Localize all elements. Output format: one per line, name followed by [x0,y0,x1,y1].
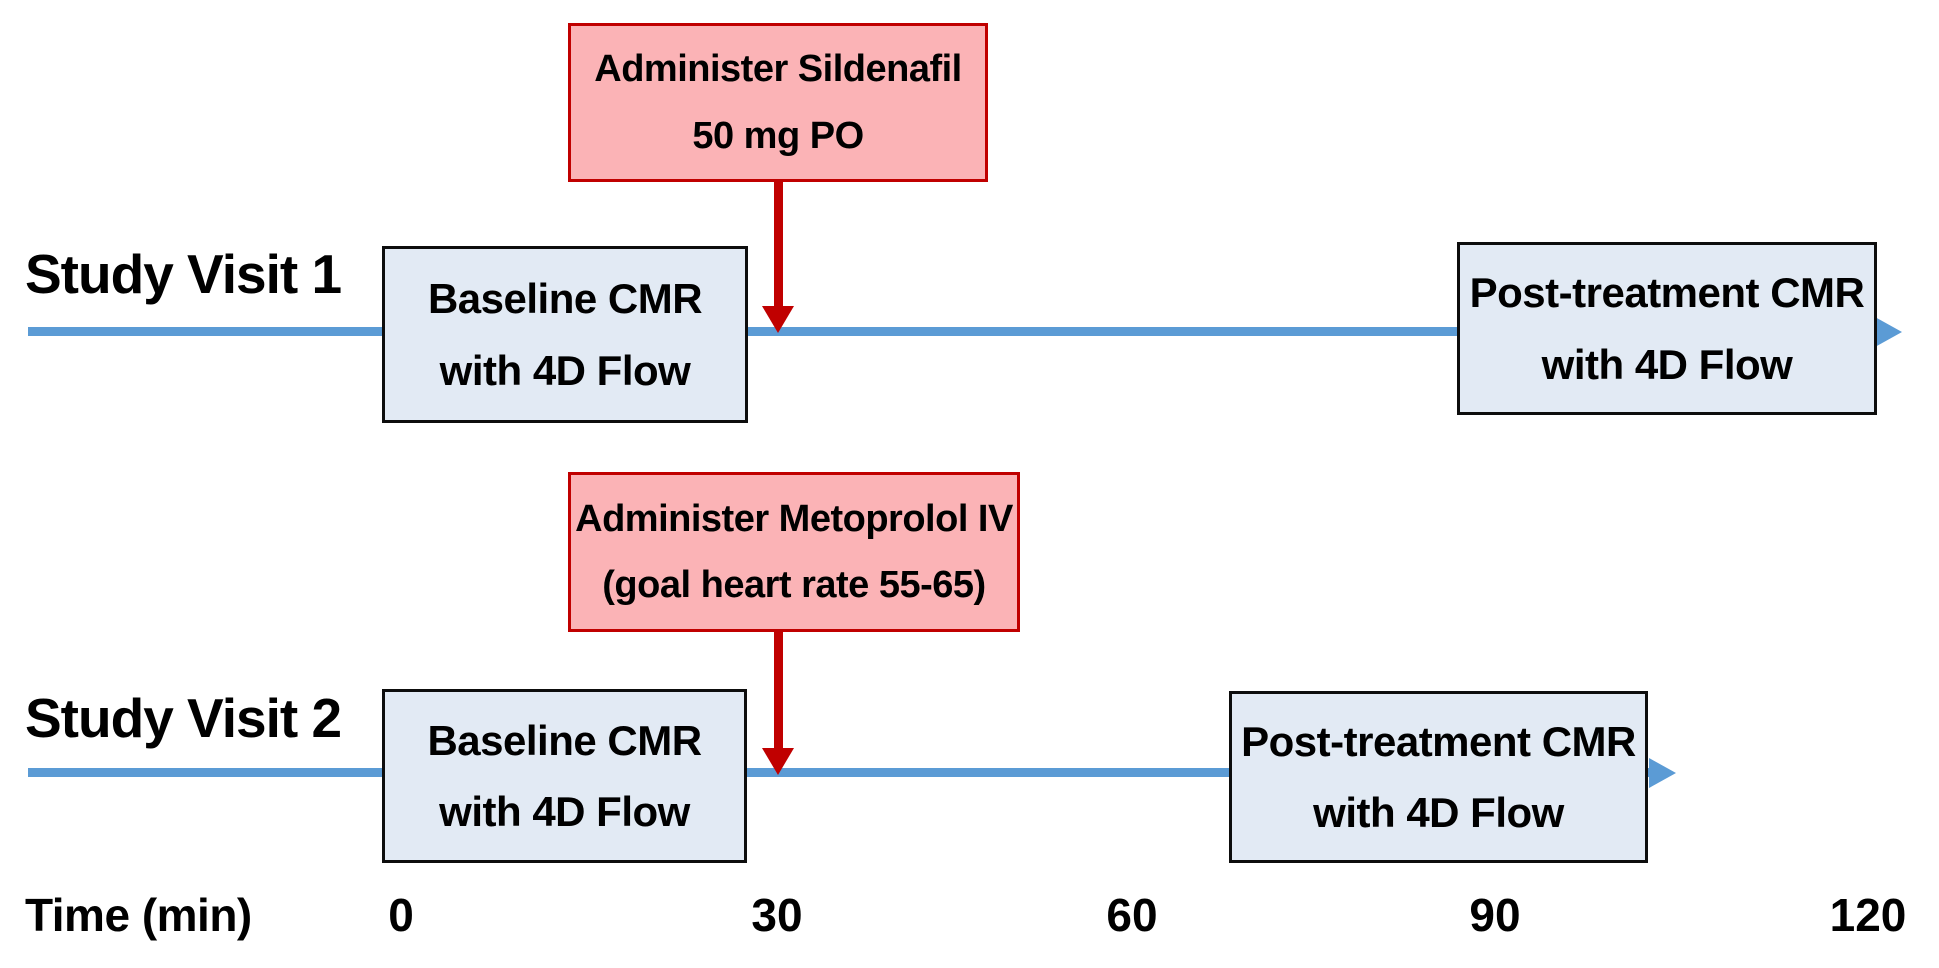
visit2-baseline-line2: with 4D Flow [439,788,690,835]
visit1-intervention-box: Administer Sildenafil 50 mg PO [568,23,988,182]
visit1-post-line1: Post-treatment CMR [1469,269,1865,317]
visit2-intervention-line2: (goal heart rate 55-65) [602,564,986,606]
visit2-down-arrow-stem [774,630,783,750]
time-tick-120: 120 [1829,889,1907,941]
visit2-post-line2: with 4D Flow [1313,789,1564,836]
visit1-baseline-cmr-box: Baseline CMR with 4D Flow [382,246,748,423]
visit2-baseline-line1: Baseline CMR [427,716,702,764]
time-tick-60: 60 [1106,889,1158,941]
visit1-post-cmr-box: Post-treatment CMR with 4D Flow [1457,242,1877,415]
visit1-down-arrow-stem [774,180,783,308]
visit2-intervention-box: Administer Metoprolol IV (goal heart rat… [568,472,1020,632]
time-axis-label: Time (min) [25,889,252,941]
visit1-post-line2: with 4D Flow [1541,340,1793,388]
visit2-post-line1: Post-treatment CMR [1241,717,1636,765]
timeline-visit1-arrowhead-icon [1875,317,1902,347]
visit2-post-cmr-box: Post-treatment CMR with 4D Flow [1229,691,1648,863]
visit2-label: Study Visit 2 [25,687,342,749]
visit1-intervention-line2: 50 mg PO [692,114,864,157]
time-tick-0: 0 [388,889,414,941]
visit1-baseline-line2: with 4D Flow [439,346,691,394]
visit1-intervention-line1: Administer Sildenafil [594,48,962,90]
time-tick-30: 30 [751,889,803,941]
visit2-baseline-cmr-box: Baseline CMR with 4D Flow [382,689,747,863]
visit1-down-arrowhead-icon [762,306,794,333]
time-tick-90: 90 [1469,889,1521,941]
timeline-visit2-arrowhead-icon [1649,758,1676,788]
timeline-visit2 [28,768,1652,777]
timeline-visit1 [28,327,1878,336]
visit2-intervention-line1: Administer Metoprolol IV [575,497,1013,540]
visit2-down-arrowhead-icon [762,748,794,775]
visit1-baseline-line1: Baseline CMR [427,275,703,323]
visit1-label: Study Visit 1 [25,243,342,305]
